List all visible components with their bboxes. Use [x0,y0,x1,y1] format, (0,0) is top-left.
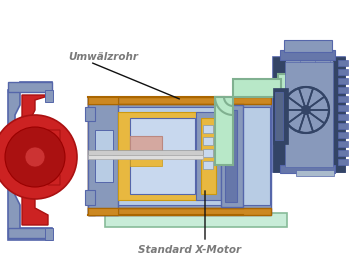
Circle shape [25,147,45,167]
Bar [338,60,348,66]
Bar [338,78,348,84]
Bar [88,208,271,215]
Bar [0,144,5,172]
Bar [338,105,348,111]
Bar [88,97,95,215]
Bar [105,213,287,227]
Bar [296,170,334,176]
Bar [88,208,118,215]
Text: Standard X-Motor: Standard X-Motor [138,245,241,255]
Bar [338,150,348,156]
Bar [225,110,237,202]
Bar [221,105,243,207]
Circle shape [5,127,65,187]
Bar [215,97,233,165]
Bar [8,228,52,238]
Bar [203,137,213,145]
Bar [338,69,348,75]
Polygon shape [8,82,52,240]
Bar [196,112,221,200]
Bar [338,87,348,93]
Bar [201,118,216,194]
Bar [338,141,348,147]
Bar [203,161,213,169]
Bar [85,107,95,121]
Bar [273,88,288,144]
Bar [88,155,203,159]
Bar [278,74,298,102]
Bar [88,97,271,215]
Bar [273,57,285,172]
Bar [338,159,348,165]
Bar [338,123,348,129]
Bar [85,190,95,205]
Bar [45,90,53,102]
Bar [285,62,333,167]
Bar [280,50,335,60]
Bar [88,97,271,104]
Bar [233,79,281,97]
Bar [273,57,345,172]
Circle shape [302,106,310,114]
Circle shape [302,106,310,114]
Bar [338,96,348,102]
Polygon shape [22,95,48,225]
Bar [203,149,213,157]
Bar [95,130,113,182]
Circle shape [0,115,77,199]
Bar [333,57,345,172]
Polygon shape [48,130,60,185]
Bar [130,118,195,194]
Bar [275,92,283,140]
Bar [88,150,203,155]
Bar [118,112,203,200]
Bar [0,147,50,169]
Bar [115,107,270,205]
Bar [280,165,335,173]
Bar [8,82,52,92]
Bar [130,136,162,158]
Text: Umwälzrohr: Umwälzrohr [68,52,138,62]
Bar [88,97,118,104]
Bar [203,125,213,133]
Bar [284,40,332,52]
Bar [130,158,162,166]
Bar [338,114,348,120]
Bar [88,97,118,215]
Bar [45,228,53,240]
Bar [338,132,348,138]
Polygon shape [215,97,233,115]
